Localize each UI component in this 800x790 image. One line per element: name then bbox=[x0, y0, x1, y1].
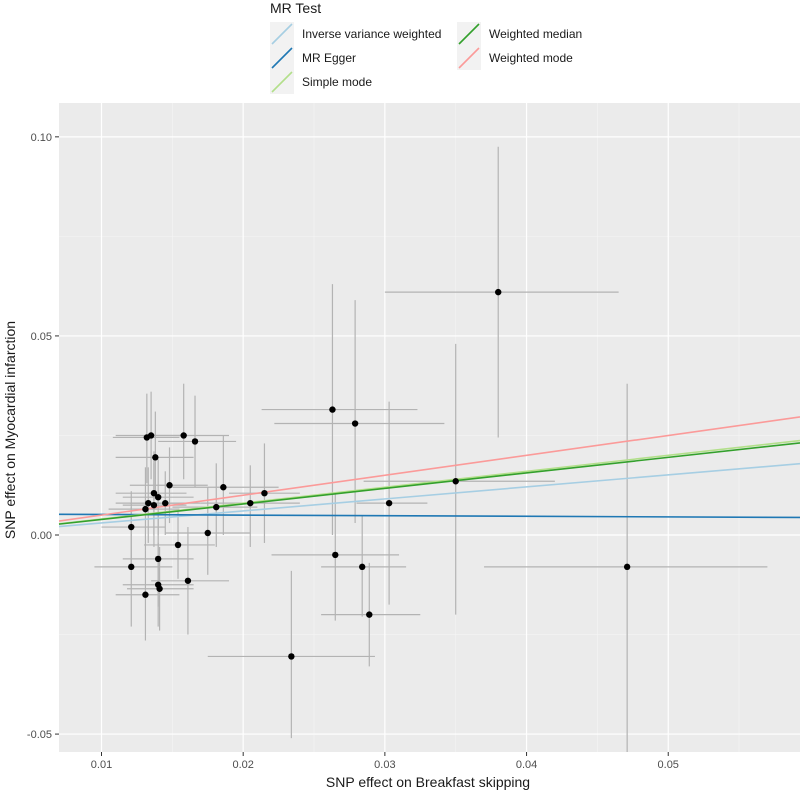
y-tick-label: 0.05 bbox=[31, 331, 52, 343]
y-tick-label: 0.10 bbox=[31, 132, 52, 144]
legend-key-line bbox=[271, 23, 293, 45]
snp-point bbox=[385, 499, 393, 507]
legend-label: Weighted mode bbox=[489, 51, 573, 65]
snp-point bbox=[329, 406, 336, 413]
x-tick-label: 0.02 bbox=[232, 759, 253, 771]
snp-point bbox=[150, 501, 158, 509]
snp-point bbox=[150, 489, 158, 497]
snp-point bbox=[623, 563, 631, 571]
snp-point bbox=[154, 555, 162, 563]
legend-entry: Simple mode bbox=[270, 70, 372, 94]
snp-point bbox=[452, 478, 459, 485]
x-tick-label: 0.04 bbox=[516, 759, 537, 771]
snp-point bbox=[166, 482, 173, 489]
snp-point bbox=[247, 499, 254, 507]
fit-line-mr-egger bbox=[58, 513, 800, 519]
snp-point bbox=[156, 585, 163, 592]
snp-point bbox=[213, 503, 220, 511]
legend-title: MR Test bbox=[270, 0, 321, 16]
legend-entry: MR Egger bbox=[270, 46, 356, 70]
y-tick-label: 0.00 bbox=[31, 530, 52, 542]
y-tick-label: -0.05 bbox=[27, 729, 52, 741]
snp-points bbox=[128, 288, 631, 660]
snp-point bbox=[288, 653, 295, 660]
legend-label: MR Egger bbox=[302, 51, 356, 65]
snp-point bbox=[180, 432, 187, 439]
snp-point bbox=[142, 505, 149, 513]
plot-panel bbox=[59, 103, 800, 752]
snp-point bbox=[174, 541, 182, 549]
fit-line-weighted-mode bbox=[58, 416, 800, 522]
y-axis-title: SNP effect on Myocardial infarction bbox=[2, 321, 18, 539]
snp-point bbox=[184, 577, 192, 584]
legend-key-line bbox=[458, 47, 480, 69]
fit-line-inverse-variance-weighted bbox=[58, 462, 800, 528]
snp-point bbox=[220, 484, 227, 491]
x-tick-label: 0.05 bbox=[658, 759, 679, 771]
legend-key-line bbox=[458, 23, 480, 45]
legend-label: Inverse variance weighted bbox=[302, 27, 441, 41]
snp-point bbox=[143, 434, 151, 441]
snp-point bbox=[191, 438, 199, 445]
x-tick-label: 0.03 bbox=[374, 759, 395, 771]
major-gridlines bbox=[59, 103, 800, 752]
snp-point bbox=[351, 420, 359, 427]
snp-point bbox=[128, 563, 135, 571]
legend-entry: Weighted median bbox=[457, 22, 582, 46]
x-axis-title: SNP effect on Breakfast skipping bbox=[326, 774, 530, 790]
snp-point bbox=[495, 288, 502, 296]
legend-entry: Weighted mode bbox=[457, 46, 573, 70]
snp-point bbox=[261, 489, 268, 497]
snp-point bbox=[128, 523, 135, 531]
legend: MR Test Inverse variance weighted MR Egge… bbox=[270, 0, 582, 94]
y-axis-ticks: -0.05 0.00 0.05 0.10 bbox=[27, 132, 59, 741]
legend-key-line bbox=[271, 47, 293, 69]
x-axis-ticks: 0.01 0.02 0.03 0.04 0.05 bbox=[91, 752, 679, 771]
snp-point bbox=[332, 551, 339, 559]
mr-fit-lines bbox=[58, 416, 800, 528]
fit-line-weighted-median bbox=[58, 442, 800, 525]
snp-point bbox=[359, 563, 366, 571]
legend-label: Weighted median bbox=[489, 27, 582, 41]
x-tick-label: 0.01 bbox=[91, 759, 112, 771]
legend-key-line bbox=[271, 71, 293, 93]
legend-entry: Inverse variance weighted bbox=[270, 22, 441, 46]
snp-point bbox=[154, 493, 162, 501]
snp-point bbox=[366, 611, 373, 618]
snp-point bbox=[152, 454, 159, 461]
legend-label: Simple mode bbox=[302, 75, 372, 89]
snp-point bbox=[204, 529, 211, 537]
snp-point bbox=[145, 499, 152, 507]
snp-point bbox=[162, 499, 169, 507]
snp-point bbox=[142, 591, 149, 598]
